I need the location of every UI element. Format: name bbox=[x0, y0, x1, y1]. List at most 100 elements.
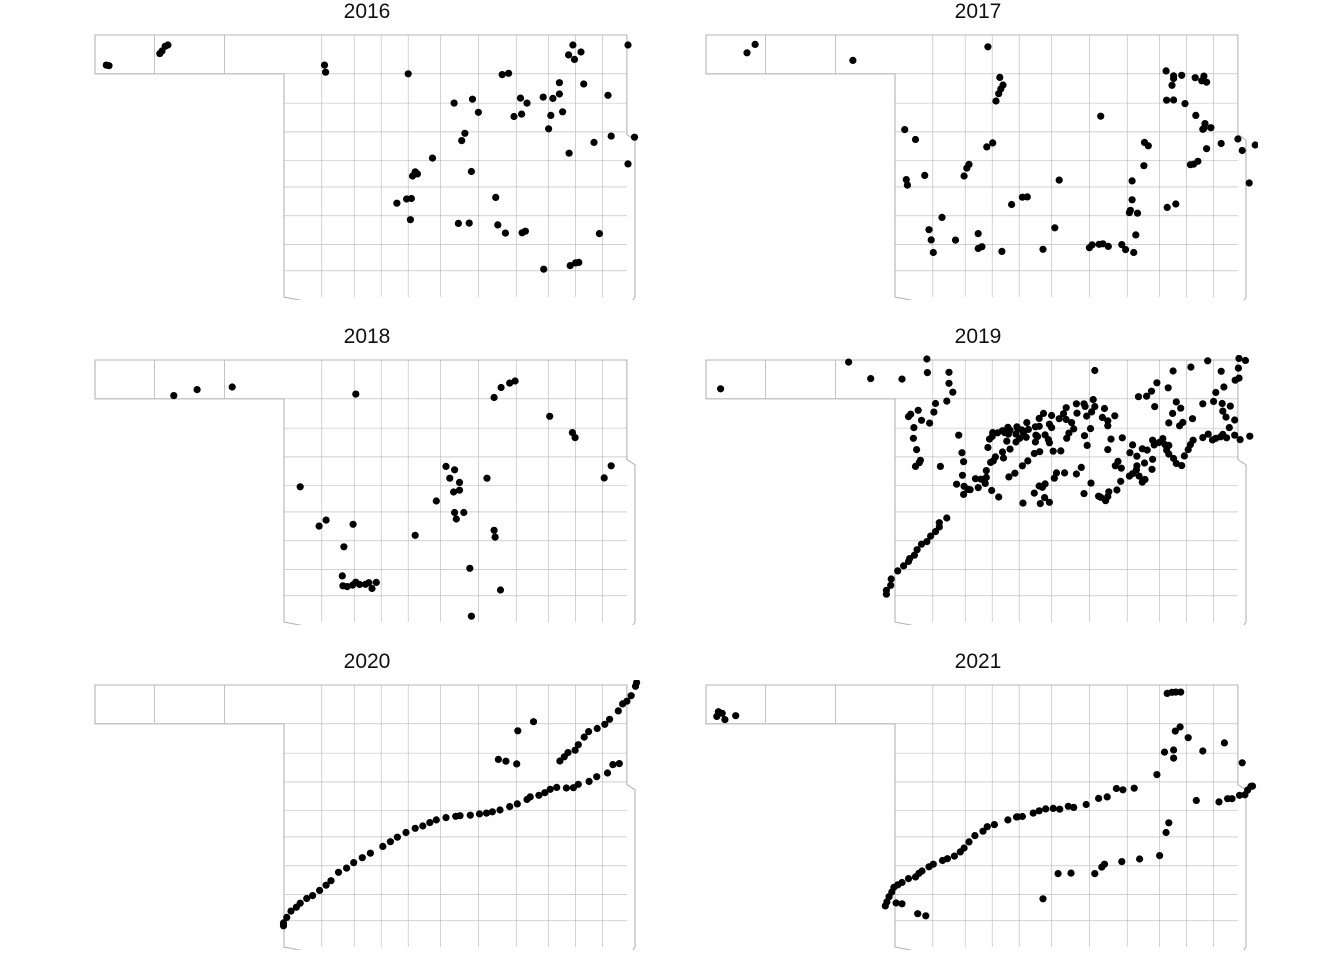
data-point bbox=[623, 697, 631, 705]
oklahoma-map-2019 bbox=[705, 355, 1254, 625]
data-point bbox=[1063, 434, 1071, 442]
data-point bbox=[985, 435, 994, 443]
data-point bbox=[1156, 852, 1164, 860]
data-point bbox=[913, 446, 921, 454]
data-point bbox=[590, 138, 598, 146]
data-point bbox=[514, 727, 522, 735]
data-point bbox=[460, 508, 468, 517]
data-point bbox=[960, 172, 968, 180]
data-point bbox=[546, 412, 554, 420]
data-point bbox=[995, 90, 1003, 98]
data-point bbox=[1018, 193, 1026, 201]
data-point bbox=[1087, 479, 1095, 487]
data-point bbox=[1164, 384, 1172, 392]
data-point bbox=[303, 894, 311, 903]
oklahoma-map-2021 bbox=[705, 684, 1257, 950]
data-point bbox=[466, 811, 474, 819]
data-point bbox=[1217, 367, 1225, 375]
data-point bbox=[1070, 803, 1078, 811]
data-point bbox=[923, 355, 931, 363]
data-point bbox=[1172, 398, 1180, 406]
data-point bbox=[960, 458, 968, 466]
data-point bbox=[340, 543, 348, 551]
data-point bbox=[1051, 224, 1059, 232]
data-point bbox=[1077, 463, 1085, 471]
data-point bbox=[356, 580, 364, 589]
data-point bbox=[614, 707, 622, 715]
data-point bbox=[1052, 469, 1061, 477]
data-point bbox=[938, 213, 946, 221]
data-point bbox=[1039, 409, 1048, 417]
data-point bbox=[349, 520, 357, 528]
data-point bbox=[949, 388, 957, 396]
data-point bbox=[887, 575, 895, 583]
data-point bbox=[442, 462, 450, 470]
data-point bbox=[951, 236, 960, 244]
data-point bbox=[943, 514, 951, 522]
data-point bbox=[900, 562, 908, 570]
data-point bbox=[1170, 96, 1178, 104]
data-point bbox=[1228, 795, 1236, 803]
data-point bbox=[379, 842, 387, 850]
data-point bbox=[1098, 413, 1106, 421]
panel-title: 2021 bbox=[954, 650, 1002, 673]
data-point bbox=[1178, 71, 1186, 79]
data-point bbox=[1112, 784, 1120, 793]
data-point bbox=[627, 692, 635, 700]
data-point bbox=[535, 791, 543, 799]
data-point bbox=[1235, 791, 1244, 799]
data-point bbox=[974, 230, 982, 238]
data-point bbox=[1006, 445, 1014, 453]
data-point bbox=[925, 863, 933, 871]
data-point bbox=[945, 368, 953, 376]
data-point bbox=[569, 784, 577, 792]
state-outline bbox=[705, 34, 1247, 300]
data-point bbox=[1225, 424, 1233, 432]
data-point bbox=[404, 70, 412, 78]
data-point bbox=[998, 247, 1006, 255]
data-point bbox=[1100, 860, 1109, 868]
data-point bbox=[983, 143, 991, 151]
data-point bbox=[320, 61, 329, 69]
data-point bbox=[1080, 490, 1088, 498]
data-point bbox=[368, 584, 376, 593]
data-point bbox=[1045, 420, 1053, 428]
data-point bbox=[950, 852, 958, 860]
oklahoma-map-2020 bbox=[94, 680, 641, 950]
data-point bbox=[1030, 449, 1038, 458]
data-point bbox=[881, 902, 889, 910]
data-point bbox=[624, 160, 632, 168]
data-point bbox=[1133, 462, 1141, 470]
data-point bbox=[960, 490, 968, 498]
data-point bbox=[571, 434, 579, 442]
data-point bbox=[1165, 441, 1173, 449]
data-point bbox=[1238, 759, 1246, 767]
panel-title: 2016 bbox=[343, 0, 391, 23]
data-point bbox=[1222, 413, 1230, 421]
data-point bbox=[1045, 498, 1053, 506]
data-point bbox=[1199, 434, 1207, 442]
data-point bbox=[1089, 396, 1097, 404]
data-point bbox=[1218, 399, 1226, 408]
data-point bbox=[984, 443, 992, 452]
data-point bbox=[1130, 248, 1138, 257]
data-point bbox=[630, 133, 639, 141]
data-point bbox=[1114, 457, 1122, 465]
data-point bbox=[1217, 139, 1225, 148]
data-point bbox=[958, 449, 966, 457]
data-point bbox=[867, 375, 875, 383]
oklahoma-map-2018 bbox=[94, 359, 636, 625]
data-point bbox=[1144, 142, 1152, 150]
data-point bbox=[1177, 404, 1185, 412]
data-point bbox=[309, 892, 317, 900]
data-point bbox=[1049, 804, 1057, 812]
data-point bbox=[1041, 480, 1049, 488]
data-point bbox=[315, 522, 323, 530]
oklahoma-map-2017 bbox=[705, 34, 1258, 300]
data-point bbox=[732, 712, 740, 720]
data-point bbox=[228, 383, 236, 391]
data-point bbox=[1170, 74, 1178, 83]
data-point bbox=[1241, 356, 1250, 365]
data-point bbox=[403, 195, 411, 203]
data-point bbox=[894, 567, 902, 575]
